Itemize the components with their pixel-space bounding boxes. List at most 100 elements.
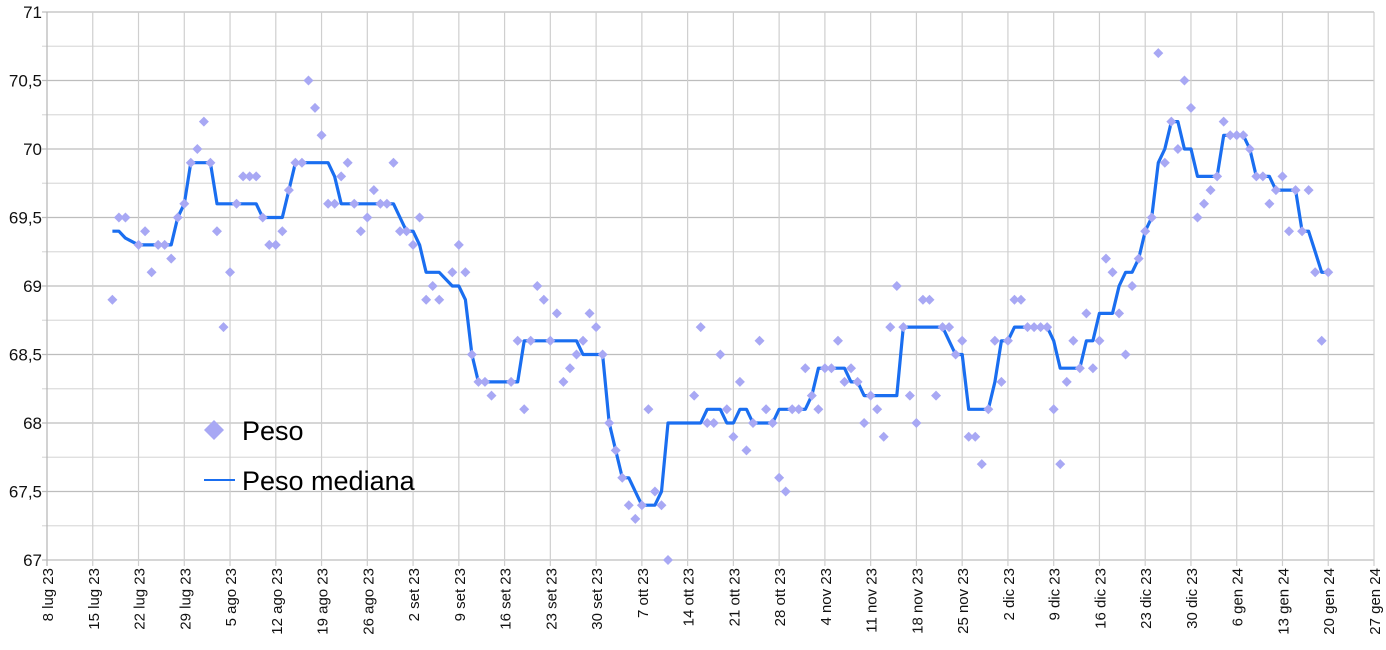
peso-point [1166, 116, 1177, 127]
y-tick-label: 70,5 [9, 72, 42, 91]
peso-point [1205, 185, 1216, 196]
peso-point [264, 239, 275, 250]
peso-point [1212, 171, 1223, 182]
x-tick-label: 2 dic 23 [1001, 568, 1018, 621]
peso-point [486, 390, 497, 401]
peso-point [362, 212, 373, 223]
peso-point [1133, 253, 1144, 264]
peso-point [1172, 144, 1183, 154]
x-tick-label: 23 dic 23 [1138, 568, 1155, 629]
peso-point [1055, 459, 1066, 470]
peso-point [558, 376, 569, 387]
peso-point [1087, 363, 1098, 374]
peso-point [1297, 226, 1308, 237]
x-tick-label: 19 ago 23 [315, 568, 332, 635]
x-tick-label: 20 gen 24 [1321, 568, 1338, 635]
peso-point [211, 226, 222, 237]
peso-point [421, 294, 432, 305]
y-tick-label: 67 [23, 551, 42, 570]
peso-point [846, 363, 857, 374]
x-tick-label: 9 set 23 [452, 568, 469, 621]
peso-point [911, 418, 922, 428]
peso-point [571, 349, 582, 360]
peso-point [336, 171, 347, 182]
peso-point [283, 185, 294, 196]
peso-point [839, 376, 850, 387]
peso-point [349, 198, 360, 209]
peso-point [277, 226, 288, 237]
x-tick-label: 8 lug 23 [40, 568, 57, 621]
peso-point [630, 513, 641, 524]
peso-point [826, 363, 837, 374]
peso-point [532, 281, 543, 291]
peso-point [538, 294, 549, 305]
y-tick-label: 71 [23, 3, 42, 22]
peso-point [1120, 349, 1131, 360]
peso-point [244, 171, 255, 182]
x-tick-label: 29 lug 23 [177, 568, 194, 630]
peso-point [721, 404, 732, 415]
peso-point [166, 253, 177, 264]
peso-point [519, 404, 530, 415]
peso-point [996, 376, 1007, 387]
legend-label-peso-mediana: Peso mediana [242, 466, 416, 496]
peso-point [715, 349, 726, 360]
x-tick-label: 30 dic 23 [1184, 568, 1201, 629]
peso-point [1179, 75, 1190, 86]
peso-point [1114, 308, 1125, 319]
peso-point [368, 185, 379, 196]
peso-point [1303, 185, 1314, 196]
peso-point [146, 267, 157, 278]
peso-point [1061, 376, 1072, 387]
peso-point [623, 500, 634, 511]
peso-point [917, 294, 928, 305]
x-tick-label: 5 ago 23 [223, 568, 240, 626]
peso-point [238, 171, 249, 182]
peso-point [1094, 335, 1105, 346]
peso-point [989, 335, 1000, 346]
peso-point [1074, 363, 1085, 374]
y-tick-label: 68,5 [9, 346, 42, 365]
peso-point [120, 212, 131, 223]
peso-point [767, 418, 778, 428]
peso-point [355, 226, 366, 237]
peso-point [107, 294, 118, 305]
peso-point [342, 157, 353, 168]
peso-point [983, 404, 994, 415]
peso-point [375, 198, 386, 209]
peso-point [1100, 253, 1111, 264]
peso-point [937, 322, 948, 333]
peso-point [414, 212, 425, 223]
peso-point [1257, 171, 1268, 182]
peso-point [708, 418, 719, 428]
peso-point [944, 322, 955, 333]
peso-point [551, 308, 562, 319]
peso-point [865, 390, 876, 401]
peso-point [1238, 130, 1249, 141]
peso-point [604, 418, 615, 428]
peso-point [179, 198, 190, 209]
peso-point [564, 363, 575, 374]
y-tick-label: 69,5 [9, 209, 42, 228]
legend-diamond-icon [204, 420, 224, 440]
peso-point [133, 239, 144, 250]
peso-point [1048, 404, 1059, 415]
x-axis-ticks: 8 lug 23 15 lug 23 22 lug 23 29 lug 23 5 ago… [40, 568, 1384, 635]
x-tick-label: 16 dic 23 [1092, 568, 1109, 629]
peso-point [643, 404, 654, 415]
peso-point [1316, 335, 1327, 346]
x-tick-label: 27 gen 24 [1367, 568, 1384, 635]
peso-point [1264, 198, 1275, 209]
peso-point [806, 390, 817, 401]
peso-point [780, 486, 791, 497]
peso-point [140, 226, 151, 237]
peso-point [192, 144, 203, 154]
x-tick-label: 26 ago 23 [360, 568, 377, 635]
peso-point [159, 239, 170, 250]
peso-point [1251, 171, 1262, 182]
peso-point [702, 418, 713, 428]
x-tick-label: 23 set 23 [543, 568, 560, 630]
peso-point [957, 335, 968, 346]
peso-point [473, 376, 484, 387]
x-tick-label: 2 set 23 [406, 568, 423, 621]
